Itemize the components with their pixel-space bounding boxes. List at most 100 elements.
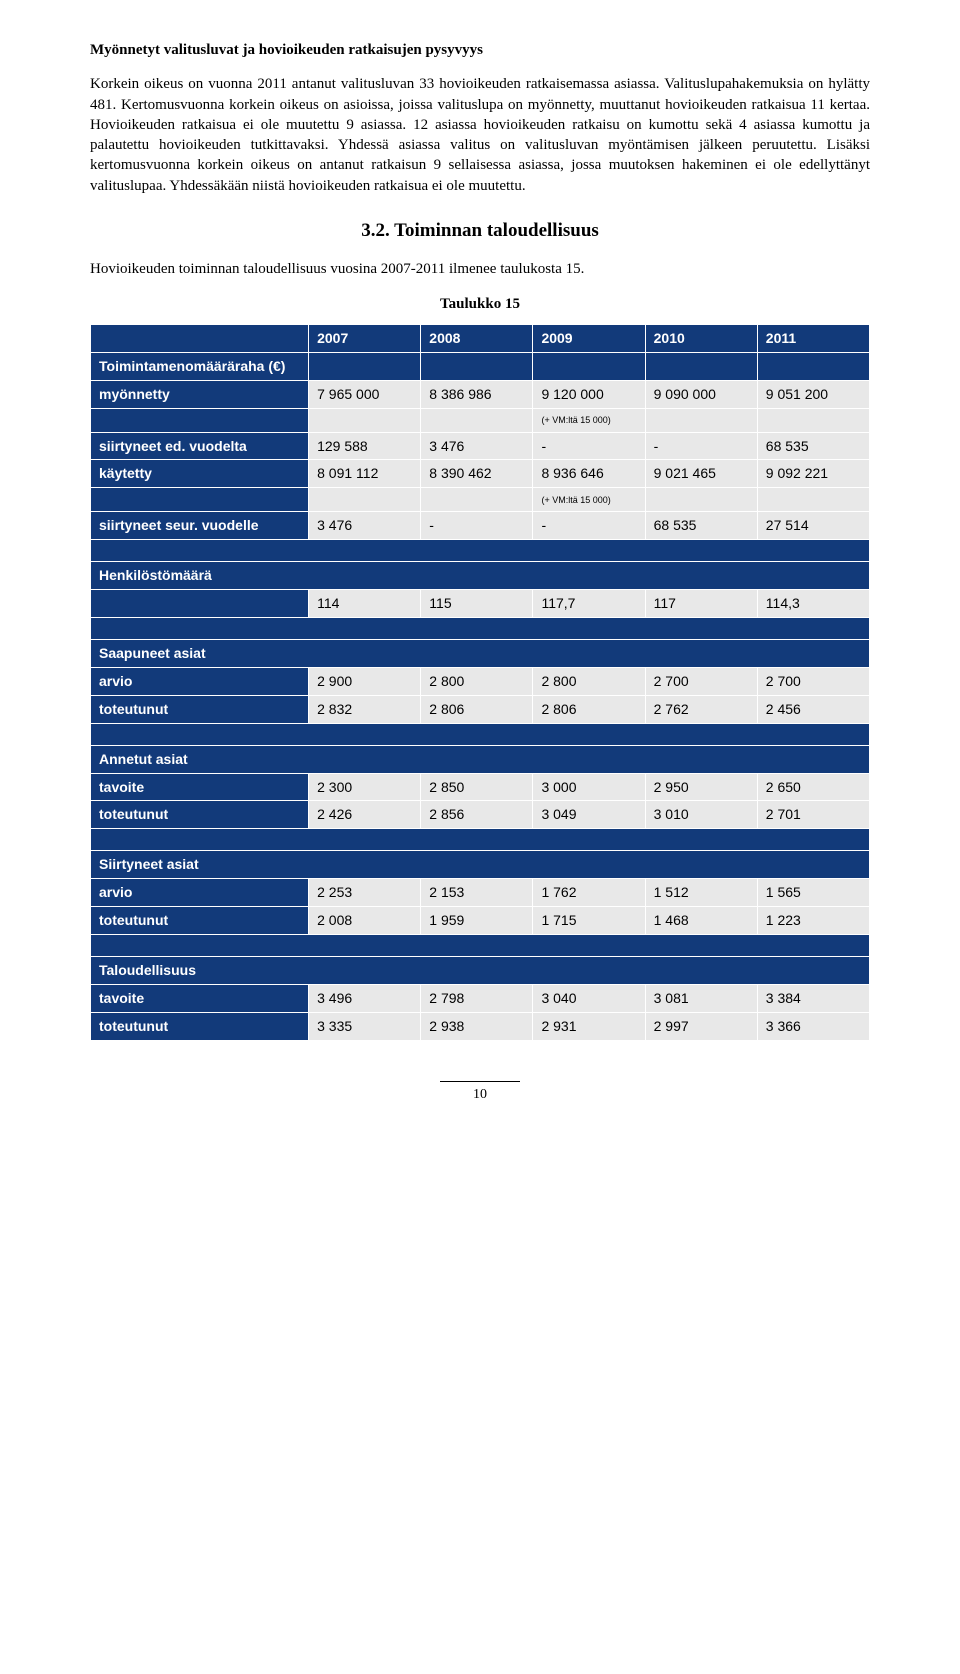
value-cell: 1 959 <box>421 907 533 935</box>
table-row: siirtyneet seur. vuodelle3 476--68 53527… <box>91 512 870 540</box>
value-cell: 114 <box>309 590 421 618</box>
row-label: tavoite <box>91 984 309 1012</box>
value-cell: - <box>645 432 757 460</box>
section-head-row: Toimintamenomääräraha (€) <box>91 352 870 380</box>
intro-paragraph: Hovioikeuden toiminnan taloudellisuus vu… <box>90 259 870 279</box>
note-cell <box>757 488 869 512</box>
group-title-pad <box>309 352 421 380</box>
year-header: 2010 <box>645 324 757 352</box>
value-cell: 8 091 112 <box>309 460 421 488</box>
value-cell: 9 090 000 <box>645 380 757 408</box>
note-cell <box>309 408 421 432</box>
value-cell: 2 008 <box>309 907 421 935</box>
year-header: 2011 <box>757 324 869 352</box>
value-cell: 3 476 <box>309 512 421 540</box>
value-cell: 2 806 <box>421 695 533 723</box>
value-cell: 3 476 <box>421 432 533 460</box>
row-label: toteutunut <box>91 801 309 829</box>
group-title-pad <box>645 352 757 380</box>
value-cell: 117 <box>645 590 757 618</box>
value-cell: 2 900 <box>309 667 421 695</box>
note-cell <box>757 408 869 432</box>
value-cell: 1 512 <box>645 879 757 907</box>
table-row: tavoite3 4962 7983 0403 0813 384 <box>91 984 870 1012</box>
value-cell: 2 800 <box>421 667 533 695</box>
value-cell: 2 701 <box>757 801 869 829</box>
section-head-row: Henkilöstömäärä <box>91 562 870 590</box>
note-cell <box>309 488 421 512</box>
value-cell: - <box>421 512 533 540</box>
spacer-cell <box>91 540 870 562</box>
table-caption: Taulukko 15 <box>90 294 870 314</box>
value-cell: 129 588 <box>309 432 421 460</box>
table-row: toteutunut2 8322 8062 8062 7622 456 <box>91 695 870 723</box>
spacer-row <box>91 540 870 562</box>
year-header: 2008 <box>421 324 533 352</box>
table-row: toteutunut3 3352 9382 9312 9973 366 <box>91 1012 870 1040</box>
value-cell: 2 456 <box>757 695 869 723</box>
header-blank <box>91 324 309 352</box>
row-label: siirtyneet seur. vuodelle <box>91 512 309 540</box>
page-number: 10 <box>90 1081 870 1105</box>
section-head-row: Saapuneet asiat <box>91 640 870 668</box>
table-row: käytetty8 091 1128 390 4628 936 6469 021… <box>91 460 870 488</box>
table-row: 114115117,7117114,3 <box>91 590 870 618</box>
group-title: Siirtyneet asiat <box>91 851 870 879</box>
value-cell: 1 468 <box>645 907 757 935</box>
row-label: arvio <box>91 667 309 695</box>
note-cell: (+ VM:ltä 15 000) <box>533 408 645 432</box>
row-label: arvio <box>91 879 309 907</box>
value-cell: 117,7 <box>533 590 645 618</box>
value-cell: 1 762 <box>533 879 645 907</box>
value-cell: 1 715 <box>533 907 645 935</box>
economics-table: 20072008200920102011Toimintamenomäärärah… <box>90 324 870 1041</box>
group-title: Saapuneet asiat <box>91 640 870 668</box>
value-cell: 3 366 <box>757 1012 869 1040</box>
row-label: käytetty <box>91 460 309 488</box>
value-cell: 2 997 <box>645 1012 757 1040</box>
value-cell: 7 965 000 <box>309 380 421 408</box>
row-label <box>91 408 309 432</box>
value-cell: 2 762 <box>645 695 757 723</box>
value-cell: 2 700 <box>645 667 757 695</box>
value-cell: 9 120 000 <box>533 380 645 408</box>
value-cell: 2 153 <box>421 879 533 907</box>
value-cell: 3 335 <box>309 1012 421 1040</box>
row-label <box>91 488 309 512</box>
section-head-row: Taloudellisuus <box>91 957 870 985</box>
value-cell: 2 798 <box>421 984 533 1012</box>
subsection-heading: Myönnetyt valitusluvat ja hovioikeuden r… <box>90 40 870 60</box>
value-cell: 1 565 <box>757 879 869 907</box>
table-row: toteutunut2 0081 9591 7151 4681 223 <box>91 907 870 935</box>
page-number-value: 10 <box>473 1087 487 1102</box>
value-cell: 68 535 <box>757 432 869 460</box>
value-cell: 3 384 <box>757 984 869 1012</box>
group-title: Annetut asiat <box>91 745 870 773</box>
value-cell: 2 800 <box>533 667 645 695</box>
body-paragraph: Korkein oikeus on vuonna 2011 antanut va… <box>90 74 870 196</box>
note-cell <box>421 488 533 512</box>
value-cell: 115 <box>421 590 533 618</box>
value-cell: 114,3 <box>757 590 869 618</box>
value-cell: 2 832 <box>309 695 421 723</box>
table-row: toteutunut2 4262 8563 0493 0102 701 <box>91 801 870 829</box>
spacer-cell <box>91 723 870 745</box>
value-cell: 3 081 <box>645 984 757 1012</box>
spacer-cell <box>91 618 870 640</box>
table-note-row: (+ VM:ltä 15 000) <box>91 408 870 432</box>
group-title: Taloudellisuus <box>91 957 870 985</box>
value-cell: 9 092 221 <box>757 460 869 488</box>
value-cell: 3 049 <box>533 801 645 829</box>
table-row: arvio2 2532 1531 7621 5121 565 <box>91 879 870 907</box>
value-cell: 8 390 462 <box>421 460 533 488</box>
value-cell: 2 253 <box>309 879 421 907</box>
value-cell: 27 514 <box>757 512 869 540</box>
value-cell: 8 386 986 <box>421 380 533 408</box>
table-row: tavoite2 3002 8503 0002 9502 650 <box>91 773 870 801</box>
value-cell: 2 426 <box>309 801 421 829</box>
note-cell <box>645 408 757 432</box>
value-cell: - <box>533 512 645 540</box>
row-label <box>91 590 309 618</box>
section-head-row: Annetut asiat <box>91 745 870 773</box>
row-label: tavoite <box>91 773 309 801</box>
